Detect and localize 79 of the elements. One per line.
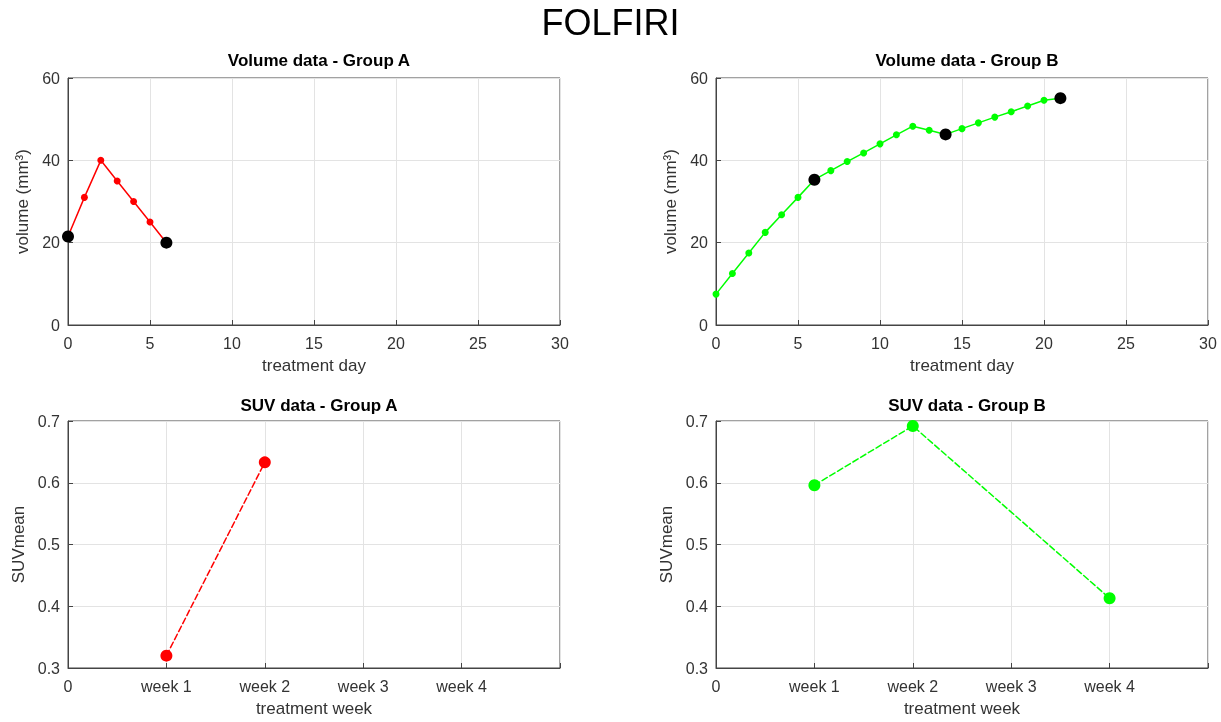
chart-title: SUV data - Group B (888, 396, 1046, 415)
point (778, 211, 786, 219)
x-tick-label: week 3 (336, 677, 389, 695)
y-tick-label: 0.7 (37, 412, 61, 430)
y-tick-label: 0.7 (685, 412, 709, 430)
x-tick-label: 0 (711, 334, 721, 352)
x-axis-title: treatment day (910, 356, 1015, 375)
y-tick-label: 20 (42, 234, 61, 252)
y-tick-label: 0.3 (685, 659, 709, 677)
x-tick-label: 15 (305, 334, 323, 352)
point (909, 122, 917, 130)
y-tick-label: 0 (51, 316, 61, 334)
x-tick-label: week 1 (140, 677, 192, 695)
y-tick-label: 40 (42, 151, 61, 169)
point (925, 126, 933, 134)
point (1007, 108, 1015, 116)
point (113, 177, 121, 185)
x-tick-label: 5 (793, 334, 803, 352)
x-tick-label: week 3 (984, 677, 1037, 695)
point (860, 149, 868, 157)
x-tick-label: 10 (223, 334, 241, 352)
y-tick-label: 0.6 (685, 474, 709, 492)
x-tick-label: week 4 (1083, 677, 1136, 695)
x-tick-label: 25 (469, 334, 487, 352)
x-tick-label: 0 (63, 677, 73, 695)
point (130, 198, 138, 205)
point (906, 419, 919, 432)
point (827, 167, 835, 175)
y-tick-label: 0 (699, 316, 709, 334)
point (745, 249, 753, 257)
point (1024, 102, 1032, 110)
x-tick-label: 10 (871, 334, 889, 352)
x-tick-label: week 2 (886, 677, 939, 695)
y-tick-label: 0.5 (37, 536, 61, 553)
y-tick-label: 20 (690, 234, 709, 252)
point (1040, 96, 1048, 104)
x-tick-label: 5 (145, 334, 155, 352)
point (80, 193, 88, 201)
y-tick-label: 0.5 (685, 536, 709, 553)
point (958, 125, 966, 133)
point (991, 113, 999, 121)
x-axis-title: treatment week (255, 699, 373, 718)
y-tick-label: 60 (690, 69, 709, 87)
y-tick-label: 60 (42, 69, 61, 87)
point (1103, 592, 1116, 605)
point (728, 270, 736, 278)
y-axis-title: volume (mm³) (661, 149, 681, 254)
point (808, 479, 821, 492)
chart-title: Volume data - Group A (227, 51, 411, 70)
point (97, 156, 105, 164)
y-tick-label: 40 (690, 151, 709, 169)
x-tick-label: week 1 (788, 677, 840, 695)
x-tick-label: week 2 (238, 677, 291, 695)
y-tick-label: 0.3 (37, 659, 61, 677)
x-tick-label: 20 (387, 334, 405, 352)
x-tick-label: 15 (953, 334, 971, 352)
y-tick-label: 0.4 (37, 597, 61, 615)
point (761, 228, 769, 236)
x-tick-label: week 4 (435, 677, 488, 695)
point (974, 119, 982, 127)
point (843, 158, 851, 166)
chart-title: Volume data - Group B (875, 51, 1059, 70)
x-axis-title: treatment week (903, 699, 1021, 718)
x-tick-label: 30 (551, 334, 569, 352)
y-axis-title: SUVmean (8, 505, 28, 584)
y-tick-label: 0.4 (685, 597, 709, 615)
point (892, 131, 900, 139)
text: FOLFIRI (540, 1, 681, 45)
x-tick-label: 20 (1035, 334, 1053, 352)
y-axis-title: SUVmean (656, 505, 676, 584)
y-tick-label: 0.6 (37, 474, 61, 492)
x-tick-label: 30 (1199, 334, 1217, 352)
x-tick-label: 0 (711, 677, 721, 695)
x-tick-label: 25 (1117, 334, 1135, 352)
point (794, 193, 802, 201)
x-axis-title: treatment day (262, 356, 367, 375)
x-tick-label: 0 (63, 334, 73, 352)
chart-title: SUV data - Group A (240, 396, 398, 415)
y-axis-title: volume (mm³) (13, 149, 33, 254)
